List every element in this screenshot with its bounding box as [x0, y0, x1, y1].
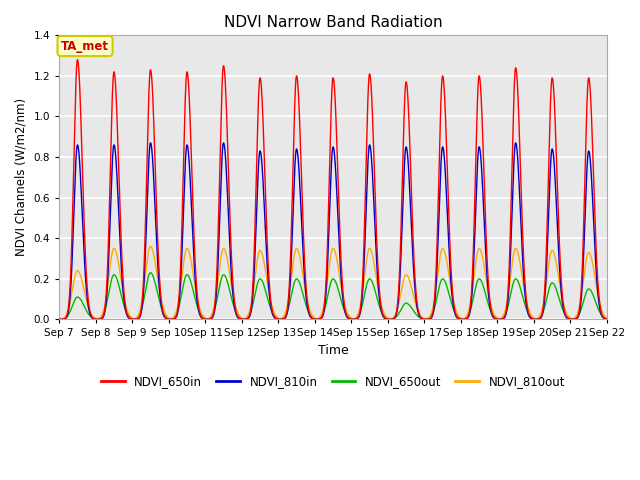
- Line: NDVI_810in: NDVI_810in: [60, 143, 607, 319]
- NDVI_810in: [603, 316, 611, 322]
- NDVI_650in: [260, 156, 268, 161]
- NDVI_810in: [409, 250, 417, 256]
- NDVI_810in: [512, 140, 520, 146]
- NDVI_650out: [173, 311, 180, 317]
- NDVI_810in: [238, 316, 246, 322]
- NDVI_650out: [409, 307, 417, 312]
- Y-axis label: NDVI Channels (W/m2/nm): NDVI Channels (W/m2/nm): [15, 98, 28, 256]
- NDVI_810out: [56, 316, 63, 322]
- NDVI_810out: [384, 316, 392, 322]
- NDVI_810out: [486, 300, 494, 306]
- NDVI_650in: [601, 316, 609, 322]
- NDVI_650in: [603, 316, 611, 322]
- NDVI_810out: [603, 315, 611, 321]
- NDVI_810out: [409, 289, 417, 295]
- NDVI_650out: [147, 270, 154, 276]
- NDVI_650out: [56, 316, 63, 322]
- NDVI_810out: [167, 316, 175, 322]
- NDVI_650out: [260, 284, 268, 289]
- Title: NDVI Narrow Band Radiation: NDVI Narrow Band Radiation: [224, 15, 442, 30]
- NDVI_650out: [601, 315, 609, 321]
- NDVI_650in: [409, 227, 417, 233]
- NDVI_650out: [384, 316, 392, 322]
- NDVI_650out: [486, 308, 494, 313]
- NDVI_650in: [486, 303, 494, 309]
- NDVI_810in: [173, 314, 180, 320]
- Line: NDVI_810out: NDVI_810out: [60, 246, 607, 319]
- Text: TA_met: TA_met: [61, 39, 109, 52]
- NDVI_650in: [74, 57, 81, 62]
- NDVI_810out: [173, 308, 180, 314]
- NDVI_650in: [56, 316, 63, 322]
- NDVI_810out: [260, 261, 268, 266]
- NDVI_650in: [384, 316, 392, 322]
- Legend: NDVI_650in, NDVI_810in, NDVI_650out, NDVI_810out: NDVI_650in, NDVI_810in, NDVI_650out, NDV…: [97, 371, 570, 393]
- NDVI_650out: [603, 316, 611, 322]
- NDVI_810out: [147, 243, 154, 249]
- NDVI_810in: [167, 316, 175, 322]
- Line: NDVI_650in: NDVI_650in: [60, 60, 607, 319]
- NDVI_810in: [56, 316, 63, 322]
- NDVI_650out: [167, 316, 175, 322]
- Line: NDVI_650out: NDVI_650out: [60, 273, 607, 319]
- NDVI_650in: [173, 313, 180, 319]
- NDVI_650in: [167, 316, 175, 322]
- NDVI_810in: [601, 316, 609, 322]
- NDVI_810out: [601, 313, 609, 319]
- NDVI_810in: [486, 306, 494, 312]
- X-axis label: Time: Time: [317, 344, 348, 357]
- NDVI_810in: [260, 204, 268, 210]
